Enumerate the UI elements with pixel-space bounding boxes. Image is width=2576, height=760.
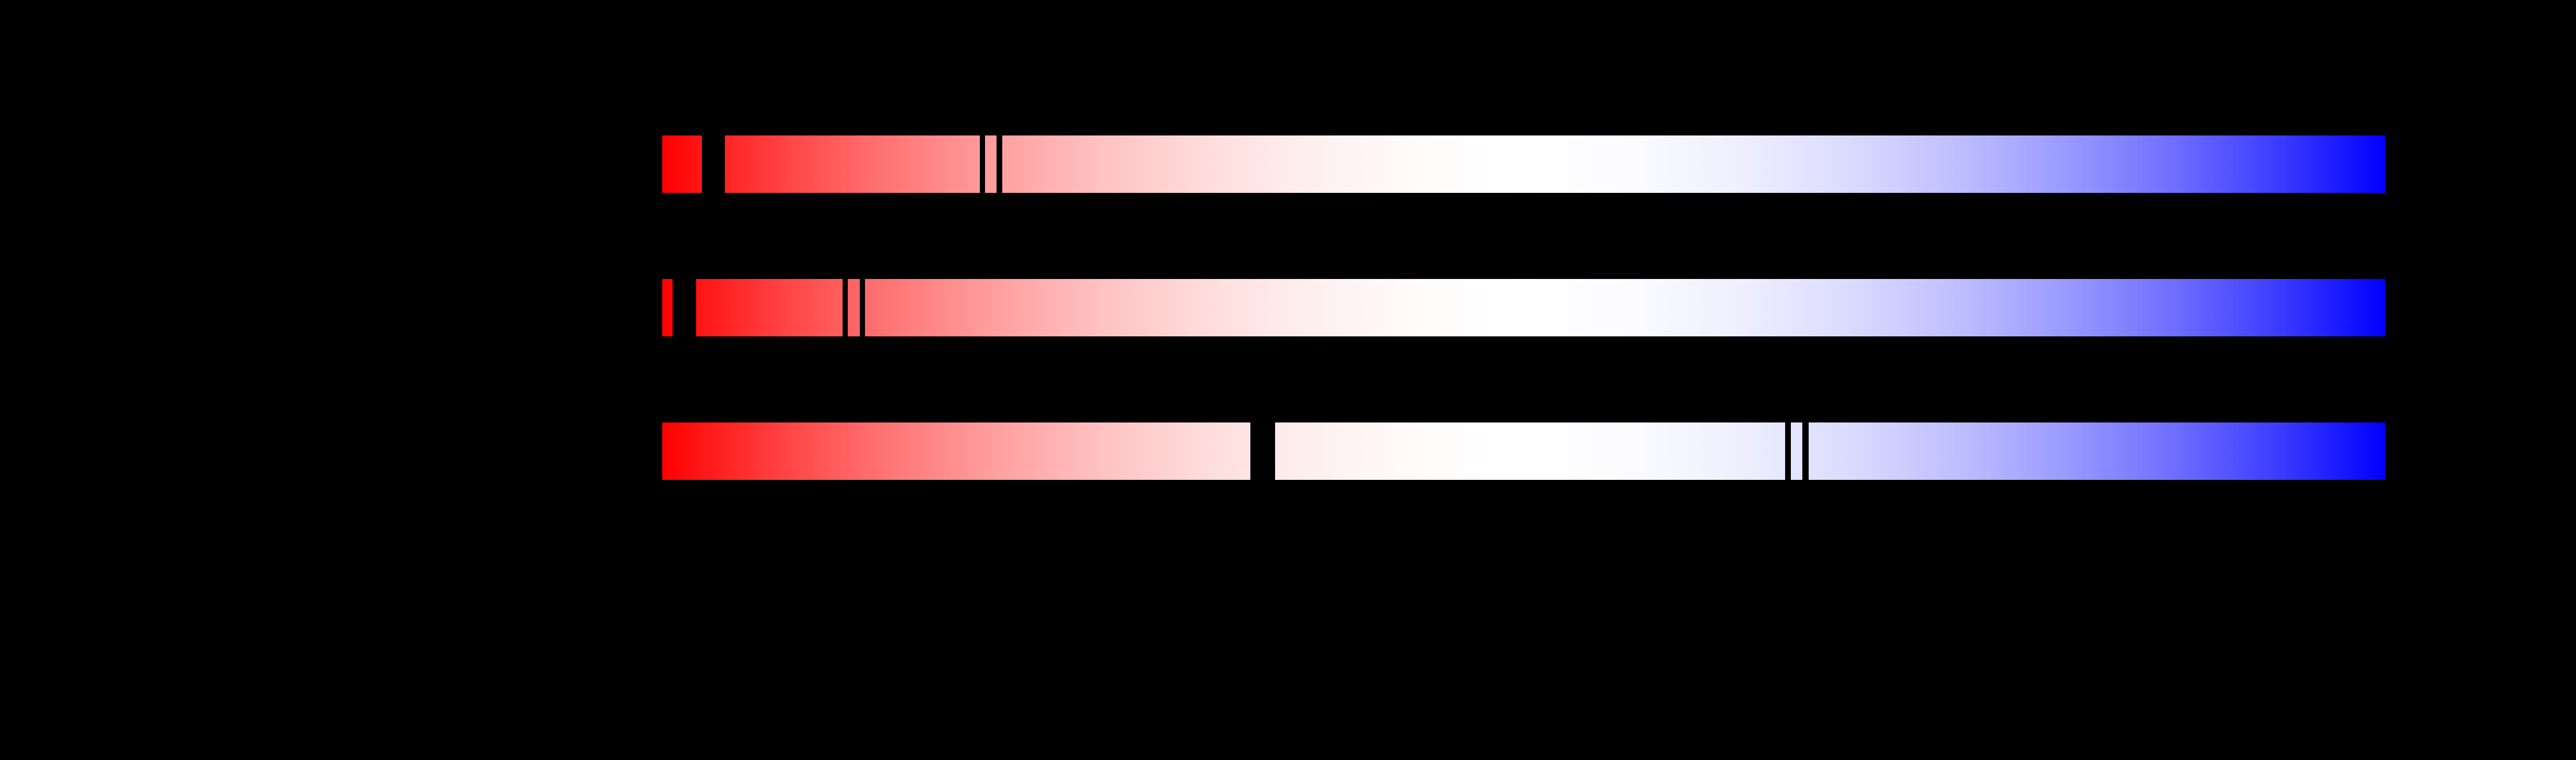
colorbar-marker-thin: [980, 135, 985, 193]
colorbar-marker-thick: [673, 279, 696, 336]
colorbar-marker-thin: [843, 279, 848, 336]
colorbar-marker-thick: [1250, 422, 1275, 480]
colorbar-marker-thin: [997, 135, 1002, 193]
colorbar-marker-thick: [702, 135, 725, 193]
colorbar-marker-thin: [1802, 422, 1809, 480]
gradient-bar-middle: [662, 279, 2385, 336]
colorbar-marker-thin: [860, 279, 865, 336]
gradient-bar-bottom: [662, 422, 2385, 480]
gradient-bar-top: [662, 135, 2385, 193]
colorbar-marker-thin: [1785, 422, 1791, 480]
